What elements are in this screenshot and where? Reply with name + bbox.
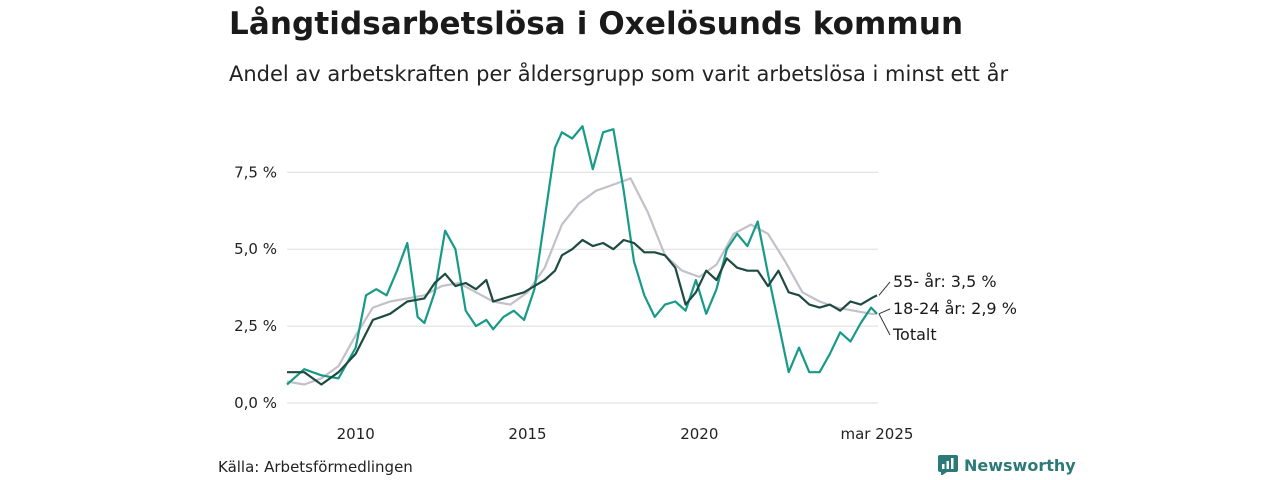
y-tick-label: 7,5 % — [234, 163, 277, 181]
series-end-label-totalt: Totalt — [892, 325, 937, 344]
chart-title: Långtidsarbetslösa i Oxelösunds kommun — [229, 6, 964, 42]
series-line-totalt — [286, 177, 877, 386]
leader-line-age_18_24 — [878, 308, 891, 315]
x-tick-label: mar 2025 — [841, 425, 914, 443]
brand-logo[interactable]: Newsworthy — [938, 455, 1076, 475]
newsworthy-icon — [938, 455, 958, 475]
brand-name: Newsworthy — [964, 455, 1076, 475]
series-line-age_55 — [287, 238, 878, 386]
source-note: Källa: Arbetsförmedlingen — [218, 458, 413, 476]
y-tick-label: 5,0 % — [234, 240, 277, 258]
x-tick-label: 2015 — [508, 425, 546, 443]
y-tick-label: 0,0 % — [234, 394, 277, 412]
leader-line-totalt — [878, 313, 891, 336]
y-tick-label: 2,5 % — [234, 317, 277, 335]
series-end-label-age_18_24: 18-24 år: 2,9 % — [893, 299, 1017, 318]
x-tick-label: 2020 — [680, 425, 718, 443]
chart-subtitle: Andel av arbetskraften per åldersgrupp s… — [229, 62, 1009, 86]
x-tick-label: 2010 — [337, 425, 375, 443]
leader-line-age_55 — [878, 281, 891, 296]
series-line-age_18_24 — [286, 125, 878, 386]
series-end-label-age_55: 55- år: 3,5 % — [893, 272, 997, 291]
